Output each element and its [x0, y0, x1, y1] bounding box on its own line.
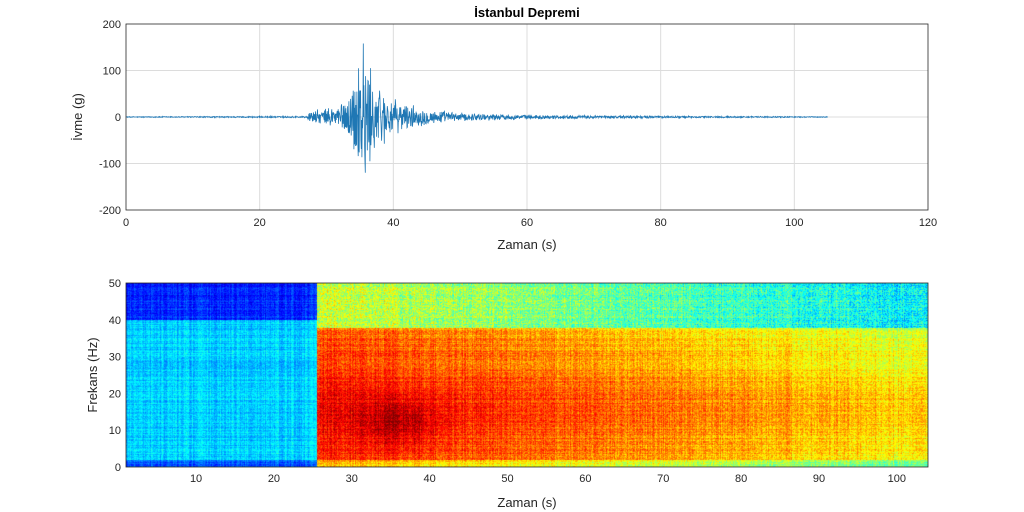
acceleration-plot: 0 20 40 60 80 100 120 -200 -100 0 100 200 İstanbul… [70, 5, 937, 252]
spectrogram-x-ticks: 10 20 30 40 50 60 70 80 90 100 [190, 473, 906, 485]
acceleration-x-ticks: 0 20 40 60 80 100 120 [123, 217, 937, 229]
x-tick-label: 60 [521, 217, 533, 229]
y-tick-label: 0 [115, 462, 121, 474]
spectrogram-plot: 10 20 30 40 50 60 70 80 90 100 0 10 20 30 40 50 Zaman … [85, 278, 929, 510]
x-tick-label: 60 [579, 473, 591, 485]
chart-title: İstanbul Depremi [474, 5, 579, 20]
acceleration-plot-frame [125, 23, 929, 211]
x-tick-label: 40 [424, 473, 436, 485]
spectrogram-x-axis-label: Zaman (s) [497, 495, 556, 510]
x-tick-label: 20 [254, 217, 266, 229]
acceleration-y-axis-label: İvme (g) [70, 93, 85, 141]
y-tick-label: 50 [109, 278, 121, 290]
y-tick-label: -200 [99, 205, 121, 217]
acceleration-x-axis-label: Zaman (s) [497, 237, 556, 252]
y-tick-label: 40 [109, 315, 121, 327]
y-tick-label: 10 [109, 425, 121, 437]
y-tick-label: 0 [115, 112, 121, 124]
y-tick-label: -100 [99, 159, 121, 171]
spectrogram-frame [125, 282, 929, 468]
acceleration-y-ticks: -200 -100 0 100 200 [99, 19, 121, 217]
spectrogram-y-ticks: 0 10 20 30 40 50 [109, 278, 121, 474]
x-tick-label: 40 [387, 217, 399, 229]
y-tick-label: 100 [103, 66, 121, 78]
x-tick-label: 100 [888, 473, 906, 485]
x-tick-label: 70 [657, 473, 669, 485]
x-tick-label: 80 [655, 217, 667, 229]
spectrogram-image [126, 283, 928, 467]
y-tick-label: 20 [109, 388, 121, 400]
x-tick-label: 100 [785, 217, 803, 229]
x-tick-label: 120 [919, 217, 937, 229]
x-tick-label: 10 [190, 473, 202, 485]
spectrogram-image-container [126, 283, 928, 467]
spectrogram-y-axis-label: Frekans (Hz) [85, 337, 100, 412]
acceleration-series-line [125, 43, 829, 173]
x-tick-label: 90 [813, 473, 825, 485]
x-tick-label: 20 [268, 473, 280, 485]
y-tick-label: 30 [109, 352, 121, 364]
x-tick-label: 0 [123, 217, 129, 229]
y-tick-label: 200 [103, 19, 121, 31]
x-tick-label: 50 [501, 473, 513, 485]
x-tick-label: 30 [346, 473, 358, 485]
x-tick-label: 80 [735, 473, 747, 485]
